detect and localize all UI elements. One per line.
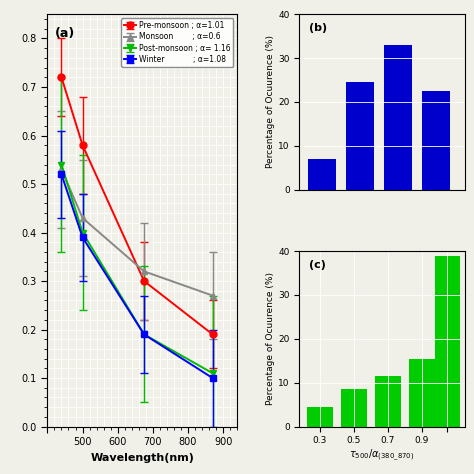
X-axis label: Wavelength(nm): Wavelength(nm) — [91, 453, 194, 463]
Bar — [341, 389, 367, 427]
Bar — [307, 407, 333, 427]
Bar — [308, 159, 337, 190]
Y-axis label: Percentage of Ocuurence (%): Percentage of Ocuurence (%) — [266, 36, 275, 168]
Bar — [375, 376, 401, 427]
Bar — [409, 359, 435, 427]
Legend: Pre-monsoon ; α=1.01, Monsoon        ; α=0.6, Post-monsoon ; α= 1.16, Winter    : Pre-monsoon ; α=1.01, Monsoon ; α=0.6, P… — [121, 18, 234, 67]
Y-axis label: Percentage of Ocuurence (%): Percentage of Ocuurence (%) — [266, 273, 275, 405]
Bar — [384, 45, 412, 190]
Bar — [422, 91, 450, 190]
Bar — [435, 255, 460, 427]
Text: (a): (a) — [55, 27, 75, 40]
Text: (b): (b) — [310, 23, 328, 33]
X-axis label: $\tau_{500}/\alpha_{(380\_870)}$: $\tau_{500}/\alpha_{(380\_870)}$ — [349, 448, 414, 463]
Text: (c): (c) — [310, 260, 326, 270]
Bar — [346, 82, 374, 190]
